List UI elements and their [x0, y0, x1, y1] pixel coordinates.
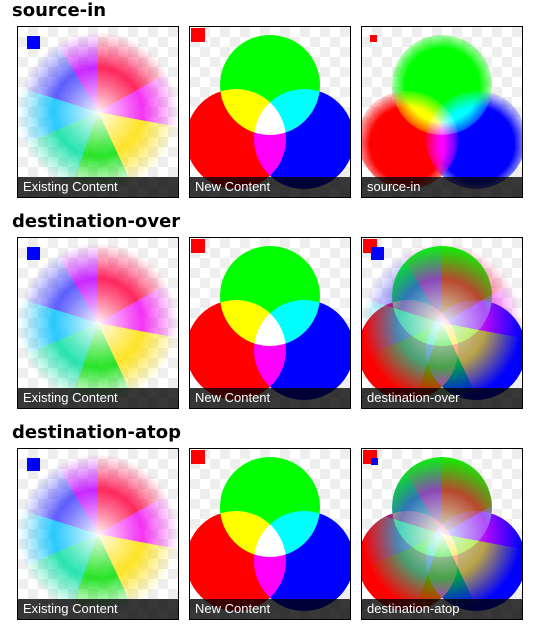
section-heading: destination-atop [12, 422, 181, 443]
blue-square-marker [371, 247, 384, 260]
new-content-canvas: New Content [189, 448, 351, 620]
rgb-circles [190, 28, 350, 189]
caption-new: New Content [190, 177, 350, 197]
caption-result: destination-atop [362, 599, 522, 619]
composite-result [362, 238, 522, 408]
new-content-canvas: New Content [189, 237, 351, 409]
spectrum-wheel [18, 27, 178, 197]
red-square-marker [191, 450, 205, 464]
caption-existing: Existing Content [18, 177, 178, 197]
red-square-marker [370, 35, 377, 42]
caption-existing: Existing Content [18, 388, 178, 408]
existing-content-canvas: Existing Content [17, 26, 179, 198]
existing-content-canvas: Existing Content [17, 237, 179, 409]
result-canvas-destination-atop: destination-atop [361, 448, 523, 620]
caption-existing: Existing Content [18, 599, 178, 619]
blue-square-marker [27, 458, 40, 471]
caption-result: source-in [362, 177, 522, 197]
rgb-circles [190, 450, 350, 611]
blue-square-marker [371, 458, 378, 465]
blue-square-marker [27, 36, 40, 49]
section-heading: destination-over [12, 211, 181, 232]
spectrum-wheel [18, 238, 178, 408]
result-canvas-destination-over: destination-over [361, 237, 523, 409]
composite-result [362, 449, 522, 619]
caption-result: destination-over [362, 388, 522, 408]
composite-result [362, 35, 522, 189]
rgb-circles [190, 239, 350, 400]
section-heading: source-in [12, 0, 107, 21]
new-content-canvas: New Content [189, 26, 351, 198]
blue-square-marker [27, 247, 40, 260]
red-square-marker [191, 239, 205, 253]
caption-new: New Content [190, 388, 350, 408]
spectrum-wheel [18, 449, 178, 619]
red-square-marker [191, 28, 205, 42]
existing-content-canvas: Existing Content [17, 448, 179, 620]
result-canvas-source-in: source-in [361, 26, 523, 198]
caption-new: New Content [190, 599, 350, 619]
